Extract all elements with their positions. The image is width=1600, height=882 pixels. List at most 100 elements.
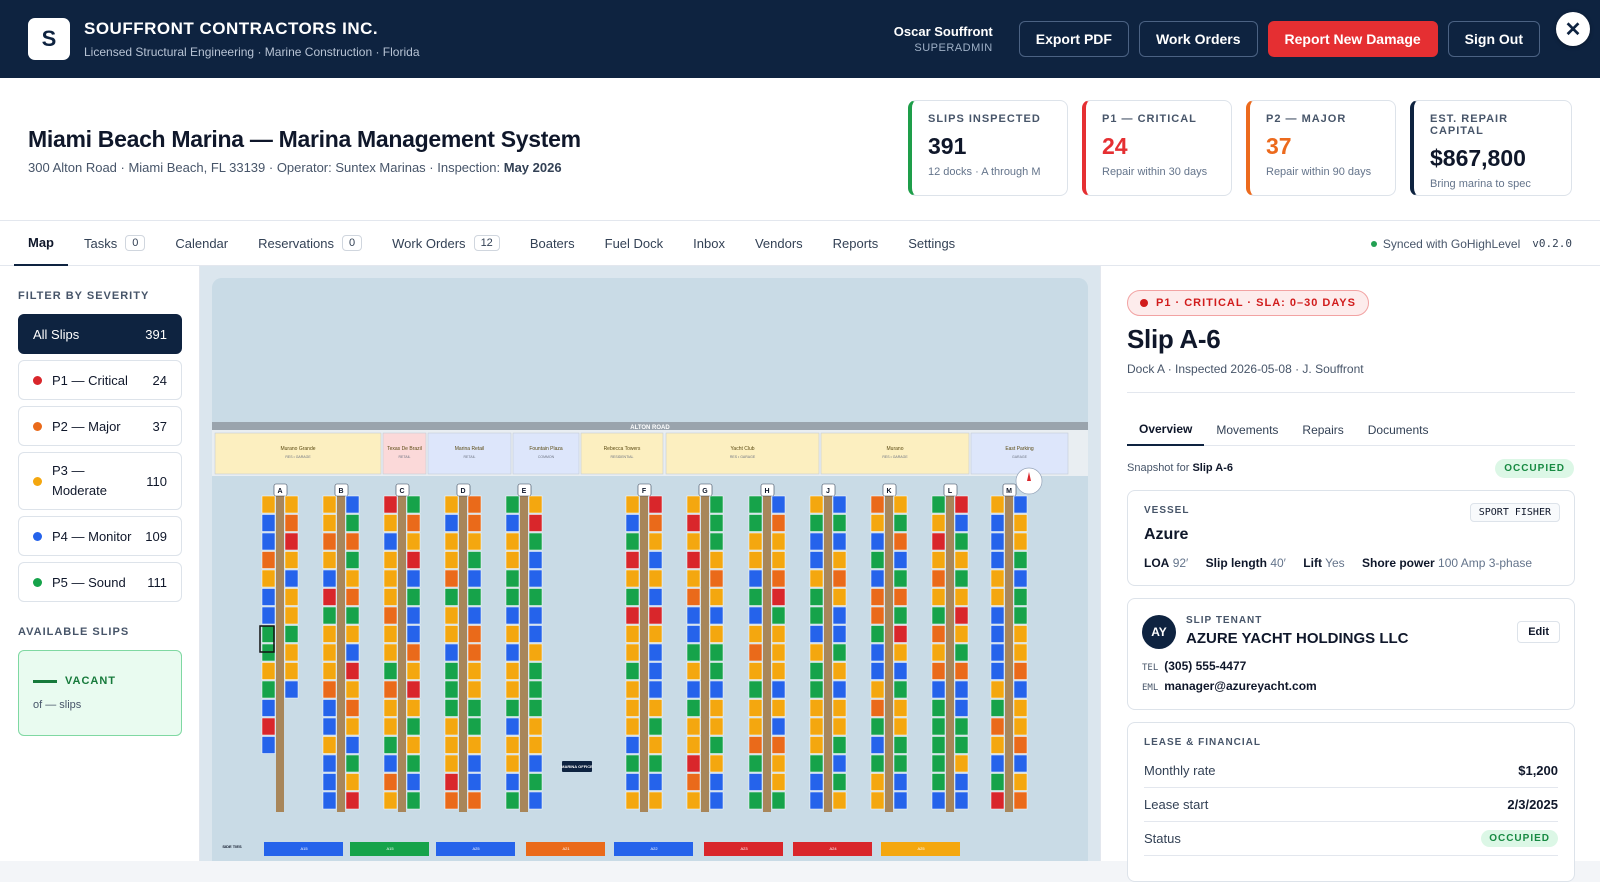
slip[interactable] [931,606,946,625]
slip[interactable] [870,643,885,662]
slip[interactable] [931,495,946,514]
slip[interactable] [322,680,337,699]
slip[interactable] [709,551,724,569]
slip[interactable] [625,773,640,791]
slip[interactable] [809,680,824,699]
tab-map[interactable]: Map [14,221,68,266]
slip[interactable] [748,717,763,736]
slip[interactable] [406,754,421,773]
slip[interactable] [954,736,969,754]
slip[interactable] [467,606,482,625]
slip[interactable] [1013,606,1028,625]
slip[interactable] [322,717,337,736]
slip[interactable] [625,754,640,773]
slip[interactable] [383,532,398,551]
slip[interactable] [870,791,885,810]
slip[interactable] [444,736,459,754]
slip[interactable] [261,606,276,625]
slip[interactable] [771,514,786,532]
slip[interactable] [686,606,701,625]
marina-map[interactable]: ALTON ROAD Murano Grande RES • GARAGE Texas… [212,278,1088,861]
slip[interactable] [648,495,663,514]
slip[interactable] [261,680,276,699]
slip[interactable] [686,717,701,736]
slip[interactable] [625,736,640,754]
slip[interactable] [505,643,520,662]
side-tie-slip[interactable] [704,842,783,856]
slip[interactable] [322,495,337,514]
slip[interactable] [832,680,847,699]
slip[interactable] [870,699,885,717]
slip[interactable] [931,532,946,551]
slip[interactable] [648,625,663,643]
slip[interactable] [345,754,360,773]
slip[interactable] [870,551,885,569]
slip[interactable] [709,773,724,791]
filter-p5[interactable]: P5 — Sound 111 [18,562,182,602]
slip[interactable] [528,532,543,551]
slip[interactable] [931,625,946,643]
slip[interactable] [345,717,360,736]
slip[interactable] [748,514,763,532]
slip[interactable] [748,643,763,662]
dock-label-box[interactable] [698,483,713,497]
side-tie-slip[interactable] [350,842,429,856]
slip[interactable] [625,699,640,717]
slip[interactable] [528,495,543,514]
slip[interactable] [284,662,299,680]
slip[interactable] [954,699,969,717]
slip[interactable] [505,662,520,680]
slip[interactable] [686,569,701,588]
slip[interactable] [261,532,276,551]
slip[interactable] [383,588,398,606]
slip[interactable] [467,662,482,680]
slip[interactable] [990,717,1005,736]
slip[interactable] [893,754,908,773]
slip[interactable] [931,662,946,680]
slip[interactable] [954,625,969,643]
slip[interactable] [748,699,763,717]
slip[interactable] [406,588,421,606]
slip[interactable] [467,551,482,569]
dock-label-box[interactable] [456,483,471,497]
slip[interactable] [261,551,276,569]
slip[interactable] [528,643,543,662]
slip[interactable] [832,717,847,736]
slip[interactable] [893,588,908,606]
slip[interactable] [832,532,847,551]
slip[interactable] [870,569,885,588]
slip[interactable] [686,625,701,643]
slip[interactable] [809,699,824,717]
slip[interactable] [467,514,482,532]
slip[interactable] [625,791,640,810]
dock-label-box[interactable] [1002,483,1017,497]
side-tie-slip[interactable] [881,842,960,856]
slip[interactable] [809,791,824,810]
dock-label-box[interactable] [943,483,958,497]
slip[interactable] [870,625,885,643]
slip[interactable] [383,551,398,569]
slip[interactable] [809,662,824,680]
slip[interactable] [893,699,908,717]
slip[interactable] [771,606,786,625]
slip[interactable] [505,495,520,514]
slip[interactable] [345,514,360,532]
slip[interactable] [322,588,337,606]
slip[interactable] [870,606,885,625]
slip[interactable] [1013,773,1028,791]
slip[interactable] [686,699,701,717]
slip[interactable] [832,606,847,625]
slip[interactable] [322,625,337,643]
slip[interactable] [990,569,1005,588]
detail-tab-movements[interactable]: Movements [1216,423,1279,437]
slip[interactable] [648,773,663,791]
side-tie-slip[interactable] [264,842,343,856]
slip[interactable] [528,717,543,736]
slip[interactable] [990,699,1005,717]
slip[interactable] [648,662,663,680]
tab-reports[interactable]: Reports [833,221,879,266]
slip[interactable] [931,680,946,699]
slip[interactable] [648,569,663,588]
dock-label-box[interactable] [334,483,349,497]
slip[interactable] [809,643,824,662]
